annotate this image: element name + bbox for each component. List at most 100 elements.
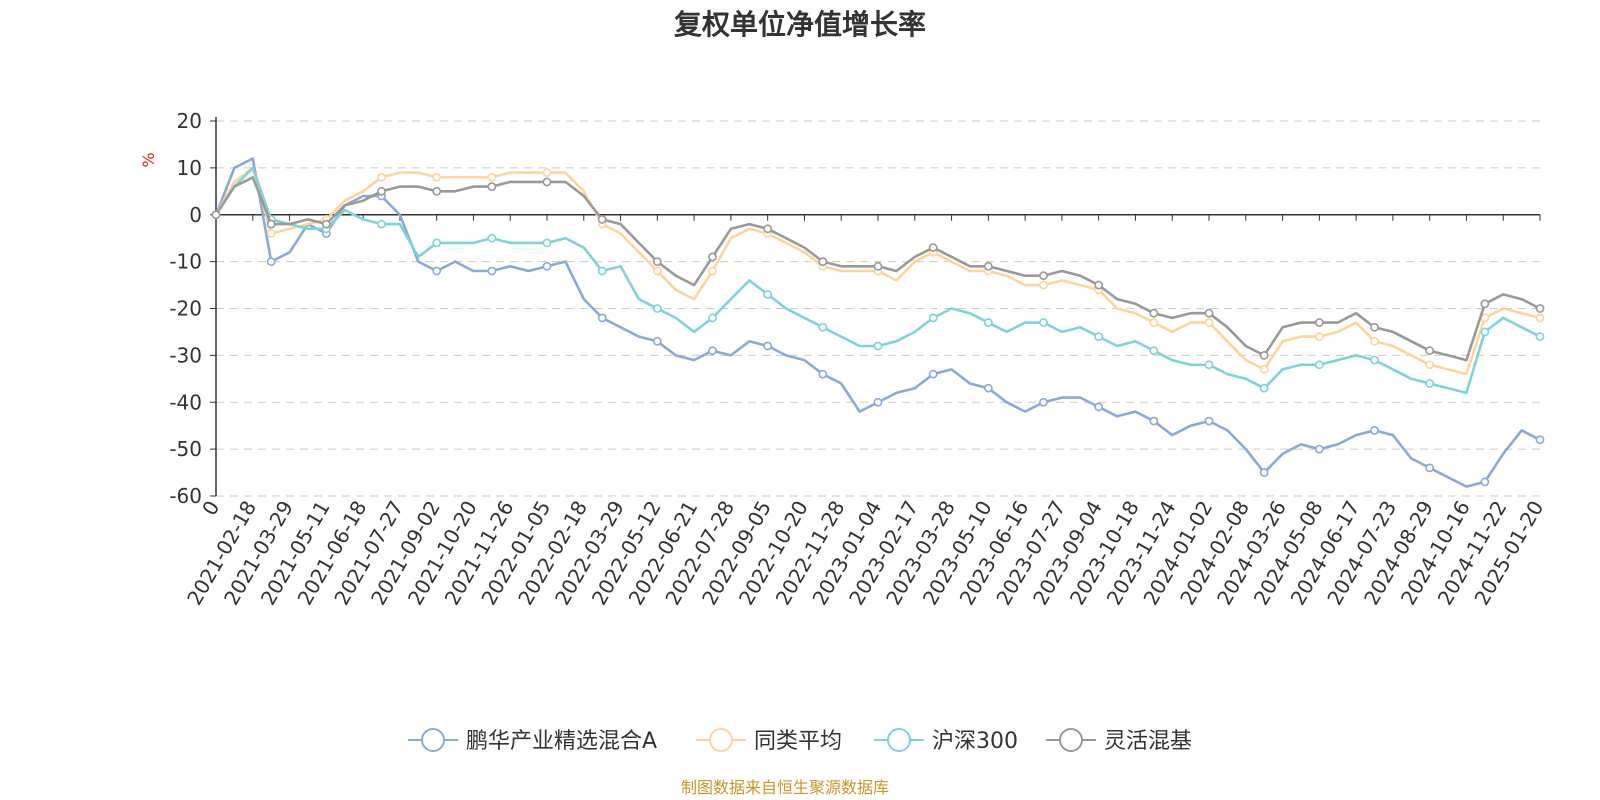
series-point <box>1425 360 1435 370</box>
series-point <box>1480 299 1490 309</box>
series-point <box>432 266 442 276</box>
series-point <box>928 313 938 323</box>
legend-marker <box>421 728 445 752</box>
series-point <box>708 313 717 323</box>
series-point <box>542 261 552 271</box>
series-point <box>652 257 662 267</box>
series-point <box>708 266 717 276</box>
series-point <box>377 219 386 229</box>
series-point <box>432 186 442 196</box>
series-point <box>873 397 883 407</box>
series-point <box>487 182 497 192</box>
series-point <box>1094 402 1104 412</box>
series-point <box>321 219 331 229</box>
series-point <box>708 252 717 262</box>
series-point <box>983 261 993 271</box>
series-point <box>1314 318 1324 327</box>
y-tick-label: -30 <box>169 343 202 367</box>
series-point <box>818 322 828 332</box>
series-point <box>1425 346 1435 356</box>
series-point <box>1094 332 1104 342</box>
series-point <box>652 304 662 313</box>
series-point <box>708 346 717 356</box>
series-point <box>1149 318 1159 327</box>
series-point <box>763 290 773 299</box>
series-point <box>983 383 993 393</box>
series-point <box>1259 365 1269 374</box>
legend-item-3[interactable]: 灵活混基 <box>1046 728 1192 754</box>
series-point <box>763 341 773 351</box>
series-point <box>1370 322 1379 332</box>
y-tick-label: 20 <box>177 109 202 133</box>
series-point <box>1535 304 1545 313</box>
series-point <box>1039 397 1048 407</box>
series-point <box>1370 425 1379 435</box>
legend-label: 沪深300 <box>932 729 1018 754</box>
legend-item-1[interactable]: 同类平均 <box>696 728 842 754</box>
series-point <box>1535 332 1545 342</box>
series-point <box>818 257 828 267</box>
legend-label: 同类平均 <box>754 729 842 754</box>
series-point <box>542 168 552 177</box>
series-line-0 <box>214 157 1542 488</box>
series-point <box>1039 280 1048 290</box>
series-point <box>487 172 497 182</box>
series-point <box>928 243 938 252</box>
legend-label: 灵活混基 <box>1104 729 1192 754</box>
series-point <box>1149 346 1159 356</box>
series-point <box>266 219 276 229</box>
series-point <box>1535 313 1545 323</box>
series-point <box>1204 308 1214 318</box>
series-point <box>211 210 221 220</box>
series-point <box>1094 280 1104 290</box>
y-tick-label: -10 <box>169 250 202 274</box>
legend-marker <box>709 728 733 752</box>
series-point <box>597 266 607 276</box>
series-point <box>1259 468 1269 477</box>
legend-label: 鹏华产业精选混合A <box>466 729 657 754</box>
series-point <box>1370 355 1379 365</box>
legend-marker <box>1059 728 1083 752</box>
series-point <box>1535 435 1545 445</box>
series-point <box>542 238 552 248</box>
series-point <box>542 177 552 187</box>
series-lines <box>211 157 1545 488</box>
series-point <box>1204 360 1214 370</box>
series-point <box>763 224 773 234</box>
series-point <box>377 186 386 196</box>
series-point <box>487 233 497 243</box>
y-tick-label: -60 <box>169 484 202 508</box>
series-point <box>818 369 828 379</box>
series-point <box>1204 318 1214 327</box>
series-point <box>873 261 883 271</box>
series-point <box>266 229 276 238</box>
grid-lines <box>216 120 1540 497</box>
data-source-note: 制图数据来自恒生聚源数据库 <box>681 778 889 797</box>
series-point <box>1314 332 1324 342</box>
series-point <box>432 238 442 248</box>
series-point <box>1039 271 1048 281</box>
series-line-2 <box>214 166 1542 395</box>
series-point <box>1425 379 1435 388</box>
series-point <box>1480 477 1490 487</box>
y-tick-label: 0 <box>189 203 202 227</box>
y-axis-unit: % <box>139 152 158 167</box>
series-point <box>1259 383 1269 393</box>
series-point <box>928 369 938 379</box>
legend: 鹏华产业精选混合A 同类平均 沪深300 灵活混基 <box>408 728 1192 754</box>
series-point <box>487 266 497 276</box>
series-point <box>873 341 883 351</box>
series-point <box>1149 308 1159 318</box>
series-point <box>1259 350 1269 360</box>
chart-title: 复权单位净值增长率 <box>674 8 926 41</box>
legend-item-2[interactable]: 沪深300 <box>874 728 1018 754</box>
series-point <box>983 318 993 327</box>
series-point <box>1039 318 1048 327</box>
series-point <box>1149 416 1159 426</box>
series-point <box>1425 463 1435 473</box>
y-tick-label: -40 <box>169 390 202 414</box>
legend-item-0[interactable]: 鹏华产业精选混合A <box>408 728 657 754</box>
series-point <box>266 257 276 267</box>
y-tick-label: 10 <box>177 156 202 180</box>
series-point <box>1480 327 1490 337</box>
